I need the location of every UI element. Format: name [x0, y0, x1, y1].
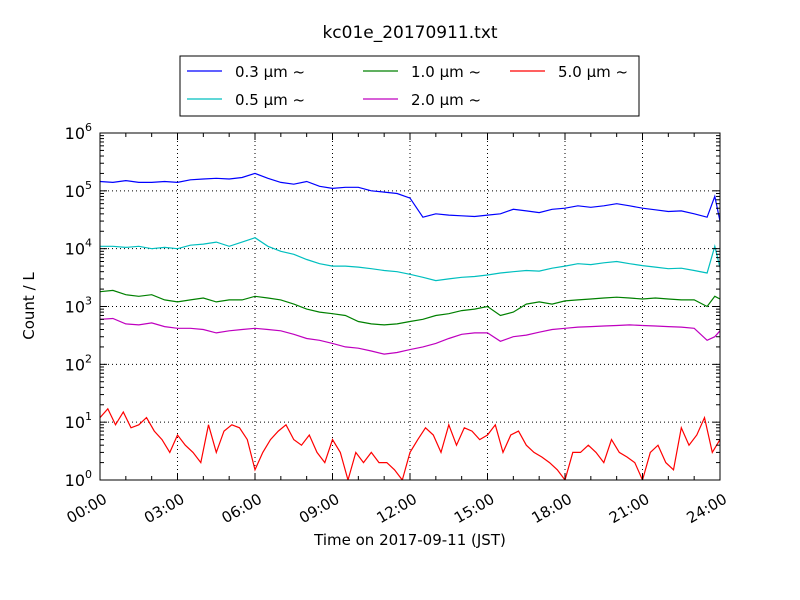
y-tick-label: 101 — [65, 410, 92, 432]
y-tick-label: 102 — [65, 352, 92, 374]
series-lines — [100, 172, 720, 480]
x-tick-label: 06:00 — [219, 490, 265, 527]
legend-label: 2.0 μm ~ — [411, 91, 481, 109]
y-tick-label: 100 — [65, 468, 92, 490]
y-axis-label: Count / L — [20, 272, 38, 340]
legend-label: 1.0 μm ~ — [411, 63, 481, 81]
x-tick-label: 00:00 — [64, 490, 110, 527]
y-tick-label: 103 — [65, 295, 92, 317]
x-tick-label: 21:00 — [606, 490, 652, 527]
axis-ticks — [99, 132, 721, 481]
legend-label: 5.0 μm ~ — [558, 63, 628, 81]
y-tick-label: 106 — [65, 121, 92, 143]
y-tick-label: 105 — [65, 179, 92, 201]
grid-lines — [100, 133, 720, 480]
series-line-1 — [100, 237, 720, 282]
legend-label: 0.5 μm ~ — [235, 91, 305, 109]
legend-box — [179, 55, 640, 117]
y-tick-label: 104 — [65, 237, 92, 259]
chart-title: kc01e_20170911.txt — [322, 23, 497, 43]
x-tick-label: 12:00 — [374, 490, 420, 527]
series-line-3 — [100, 317, 720, 355]
x-tick-label: 18:00 — [529, 490, 575, 527]
series-line-2 — [100, 289, 720, 326]
x-tick-label: 24:00 — [684, 490, 730, 527]
series-line-4 — [100, 407, 720, 480]
x-tick-label: 09:00 — [296, 490, 342, 527]
x-tick-label: 15:00 — [451, 490, 497, 527]
x-tick-label: 03:00 — [141, 490, 187, 527]
y-tick-labels: 100 101 102 103 104 105 106 — [65, 121, 92, 490]
series-line-0 — [100, 172, 720, 222]
x-axis-label: Time on 2017-09-11 (JST) — [313, 531, 506, 549]
x-tick-labels: 00:00 03:00 06:00 09:00 12:00 15:00 18:00 21:00… — [64, 490, 730, 527]
legend-label: 0.3 μm ~ — [235, 63, 305, 81]
legend: 0.3 μm ~ 0.5 μm ~ 1.0 μm ~ 2.0 μm ~ 5.0 μm ~ — [179, 55, 640, 117]
